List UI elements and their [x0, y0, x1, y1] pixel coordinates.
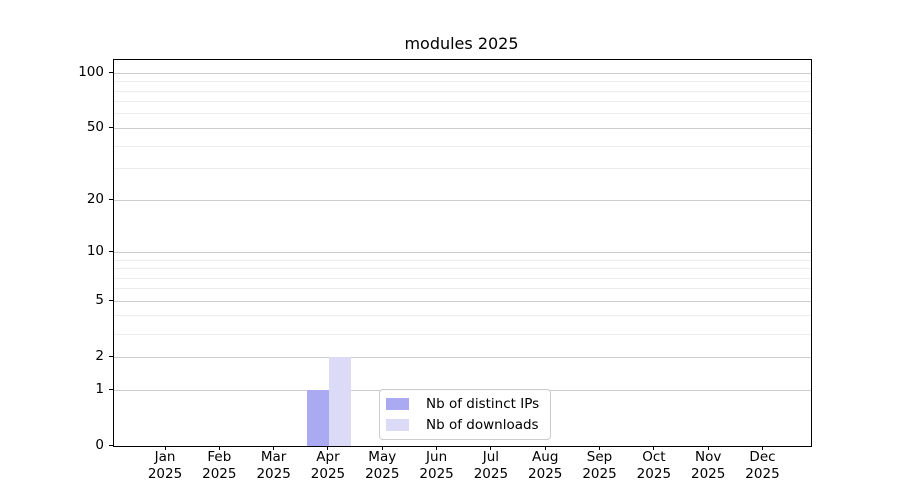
bar-distinct-ips: [307, 390, 329, 446]
bar-downloads: [328, 357, 351, 446]
x-tick-month: Nov: [694, 449, 722, 465]
gridline-minor: [114, 101, 811, 103]
plot-inner: [114, 60, 811, 446]
x-tick: [761, 446, 763, 450]
x-tick-year: 2025: [310, 466, 346, 482]
x-tick-year: 2025: [365, 466, 400, 482]
gridline-minor: [114, 90, 811, 92]
y-tick-label: 10: [86, 243, 104, 260]
x-tick-label: Sep 2025: [568, 449, 632, 483]
x-tick: [381, 446, 383, 450]
x-tick-year: 2025: [256, 466, 291, 482]
y-tick-label: 100: [78, 64, 104, 81]
legend-swatch-downloads: [386, 419, 409, 431]
x-tick-month: Apr: [316, 449, 340, 465]
gridline-minor: [114, 168, 811, 170]
gridline-minor: [114, 145, 811, 147]
x-tick-label: Jun 2025: [405, 449, 469, 483]
x-tick: [436, 446, 438, 450]
gridline-minor: [114, 277, 811, 279]
chart-title: modules 2025: [404, 34, 519, 53]
y-tick: [109, 250, 113, 252]
x-tick-label: Jan 2025: [133, 449, 197, 483]
x-tick-label: Oct 2025: [622, 449, 686, 483]
gridline-major: [114, 356, 811, 358]
gridline-major: [114, 251, 811, 253]
x-tick-year: 2025: [690, 466, 726, 482]
x-tick-year: 2025: [473, 466, 509, 482]
x-tick-month: Sep: [586, 449, 613, 465]
x-tick: [653, 446, 655, 450]
x-tick-year: 2025: [582, 466, 617, 482]
x-tick-month: Jul: [482, 449, 500, 465]
x-tick-label: Feb 2025: [187, 449, 251, 483]
x-tick-month: Jun: [426, 449, 448, 465]
x-tick: [707, 446, 709, 450]
x-tick-month: Dec: [749, 449, 776, 465]
legend-label-distinct-ips: Nb of distinct IPs: [426, 396, 540, 412]
gridline-major: [114, 199, 811, 201]
x-tick-month: Mar: [260, 449, 287, 465]
y-tick: [109, 198, 113, 200]
gridline-minor: [114, 113, 811, 115]
gridline-minor: [114, 81, 811, 83]
x-tick: [490, 446, 492, 450]
x-tick: [273, 446, 275, 450]
y-tick-label: 5: [95, 292, 104, 309]
y-tick-label: 1: [95, 381, 104, 397]
x-tick-month: Jan: [154, 449, 176, 465]
gridline-minor: [114, 315, 811, 317]
legend-item-downloads: Nb of downloads: [386, 417, 539, 433]
y-tick-label: 50: [86, 119, 104, 136]
gridline-minor: [114, 288, 811, 290]
gridline-minor: [114, 259, 811, 261]
x-tick-year: 2025: [202, 466, 237, 482]
gridline-minor: [114, 333, 811, 335]
x-tick: [218, 446, 220, 450]
y-tick: [109, 71, 113, 73]
y-tick: [109, 444, 113, 446]
x-tick: [599, 446, 601, 450]
x-tick-label: Mar 2025: [242, 449, 306, 483]
x-tick-label: Jul 2025: [459, 449, 523, 483]
x-tick: [164, 446, 166, 450]
y-tick: [109, 355, 113, 357]
y-tick: [109, 126, 113, 128]
x-tick-month: Oct: [642, 449, 666, 465]
y-tick-label: 0: [95, 437, 104, 453]
y-tick-label: 2: [95, 348, 104, 365]
legend-label-downloads: Nb of downloads: [426, 417, 539, 433]
x-tick-year: 2025: [528, 466, 563, 482]
x-tick-label: Dec 2025: [730, 449, 794, 483]
x-tick-year: 2025: [636, 466, 672, 482]
legend-item-distinct-ips: Nb of distinct IPs: [386, 396, 539, 412]
x-tick: [544, 446, 546, 450]
x-tick-label: Nov 2025: [676, 449, 740, 483]
x-tick: [327, 446, 329, 450]
legend-swatch-distinct-ips: [386, 398, 409, 410]
gridline-major: [114, 127, 811, 129]
x-tick-label: Apr 2025: [296, 449, 360, 483]
x-tick-year: 2025: [147, 466, 183, 482]
x-tick-month: Feb: [207, 449, 232, 465]
x-tick-label: May 2025: [350, 449, 414, 483]
gridline-minor: [114, 268, 811, 269]
gridline-major: [114, 72, 811, 74]
gridline-major: [114, 300, 811, 302]
x-tick-month: Aug: [532, 449, 559, 465]
y-tick: [109, 388, 113, 390]
y-tick: [109, 299, 113, 301]
y-tick-label: 20: [86, 191, 104, 208]
x-tick-year: 2025: [419, 466, 454, 482]
legend: Nb of distinct IPs Nb of downloads: [379, 389, 552, 440]
x-tick-month: May: [368, 449, 397, 465]
x-tick-year: 2025: [745, 466, 780, 482]
plot-area: [113, 59, 812, 447]
x-tick-label: Aug 2025: [513, 449, 577, 483]
